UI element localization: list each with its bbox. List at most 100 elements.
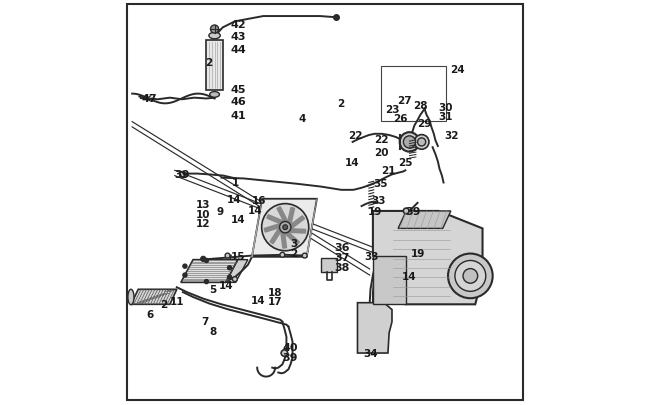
Text: 35: 35 [373, 178, 387, 188]
Ellipse shape [209, 33, 220, 40]
Circle shape [302, 254, 307, 258]
Text: 5: 5 [209, 285, 216, 294]
Text: 39: 39 [406, 207, 421, 216]
Text: 3: 3 [291, 239, 298, 249]
Text: 22: 22 [374, 135, 388, 145]
Text: 9: 9 [216, 207, 224, 216]
Circle shape [225, 254, 230, 258]
Polygon shape [373, 211, 482, 305]
Text: 2: 2 [337, 98, 345, 108]
Text: 41: 41 [231, 111, 246, 120]
Text: 19: 19 [368, 207, 382, 216]
Text: 25: 25 [398, 158, 413, 168]
Circle shape [227, 266, 231, 270]
Text: 14: 14 [231, 215, 246, 224]
Text: 33: 33 [365, 251, 380, 261]
Circle shape [281, 350, 288, 356]
Text: 8: 8 [209, 326, 216, 336]
Text: 2: 2 [291, 248, 298, 258]
Text: 16: 16 [252, 196, 266, 205]
Circle shape [183, 273, 187, 277]
Circle shape [211, 26, 218, 34]
Text: 1: 1 [231, 177, 239, 187]
Text: 17: 17 [267, 297, 282, 307]
Circle shape [417, 139, 426, 147]
Text: 15: 15 [231, 251, 245, 261]
Circle shape [414, 135, 429, 150]
FancyArrow shape [281, 232, 287, 249]
Text: 14: 14 [344, 158, 359, 168]
Text: 11: 11 [170, 297, 185, 307]
Circle shape [280, 222, 291, 233]
Text: 29: 29 [417, 119, 432, 128]
Polygon shape [181, 260, 238, 283]
Text: 46: 46 [231, 97, 246, 107]
Circle shape [463, 269, 478, 284]
Text: 28: 28 [413, 101, 428, 111]
Text: 7: 7 [201, 316, 209, 326]
Polygon shape [226, 260, 248, 283]
Text: 27: 27 [397, 96, 412, 105]
Polygon shape [321, 258, 337, 272]
Text: 23: 23 [385, 105, 400, 115]
Text: 39: 39 [175, 170, 190, 180]
Circle shape [227, 275, 231, 279]
Polygon shape [131, 290, 177, 305]
Text: 37: 37 [335, 252, 350, 262]
Text: 12: 12 [196, 219, 211, 228]
FancyArrow shape [289, 229, 306, 234]
Text: 21: 21 [381, 166, 396, 176]
Circle shape [233, 277, 237, 282]
Text: 36: 36 [335, 243, 350, 253]
Polygon shape [207, 40, 223, 91]
Text: 19: 19 [411, 248, 426, 258]
Circle shape [204, 280, 209, 284]
Text: 13: 13 [196, 200, 211, 210]
Circle shape [262, 204, 309, 251]
Circle shape [283, 225, 288, 230]
Ellipse shape [128, 290, 134, 305]
Circle shape [400, 133, 419, 152]
Text: 38: 38 [335, 262, 350, 272]
Text: 43: 43 [231, 32, 246, 42]
Text: 34: 34 [363, 348, 378, 358]
FancyArrow shape [287, 208, 294, 225]
Polygon shape [398, 211, 451, 229]
Text: 44: 44 [231, 45, 246, 54]
Text: 47: 47 [141, 94, 157, 104]
Text: 40: 40 [282, 343, 298, 352]
Text: 26: 26 [393, 113, 408, 123]
Circle shape [448, 254, 493, 298]
Text: 14: 14 [226, 194, 241, 204]
Text: 32: 32 [445, 131, 460, 141]
Circle shape [280, 253, 285, 258]
Text: 18: 18 [267, 288, 282, 297]
Text: 20: 20 [374, 148, 389, 158]
Text: 14: 14 [401, 271, 416, 281]
Text: 30: 30 [438, 102, 452, 112]
Polygon shape [373, 256, 406, 305]
Text: 33: 33 [372, 196, 386, 205]
Circle shape [404, 209, 409, 214]
Circle shape [455, 261, 486, 292]
Text: 39: 39 [282, 352, 298, 362]
FancyArrow shape [270, 228, 282, 244]
Circle shape [183, 264, 187, 269]
Text: 24: 24 [450, 65, 465, 75]
Text: 22: 22 [348, 131, 363, 141]
Text: 31: 31 [438, 112, 452, 122]
Text: 2: 2 [161, 300, 168, 309]
Text: 2: 2 [205, 58, 213, 68]
Polygon shape [252, 199, 317, 257]
FancyArrow shape [264, 224, 281, 232]
Circle shape [179, 173, 185, 177]
FancyArrow shape [266, 215, 283, 225]
Text: 6: 6 [146, 309, 153, 319]
Text: 4: 4 [298, 113, 306, 123]
Circle shape [204, 259, 209, 263]
Text: 14: 14 [248, 206, 263, 215]
Circle shape [201, 257, 205, 262]
Text: 45: 45 [231, 85, 246, 95]
FancyArrow shape [289, 216, 304, 229]
Text: 42: 42 [231, 20, 246, 30]
